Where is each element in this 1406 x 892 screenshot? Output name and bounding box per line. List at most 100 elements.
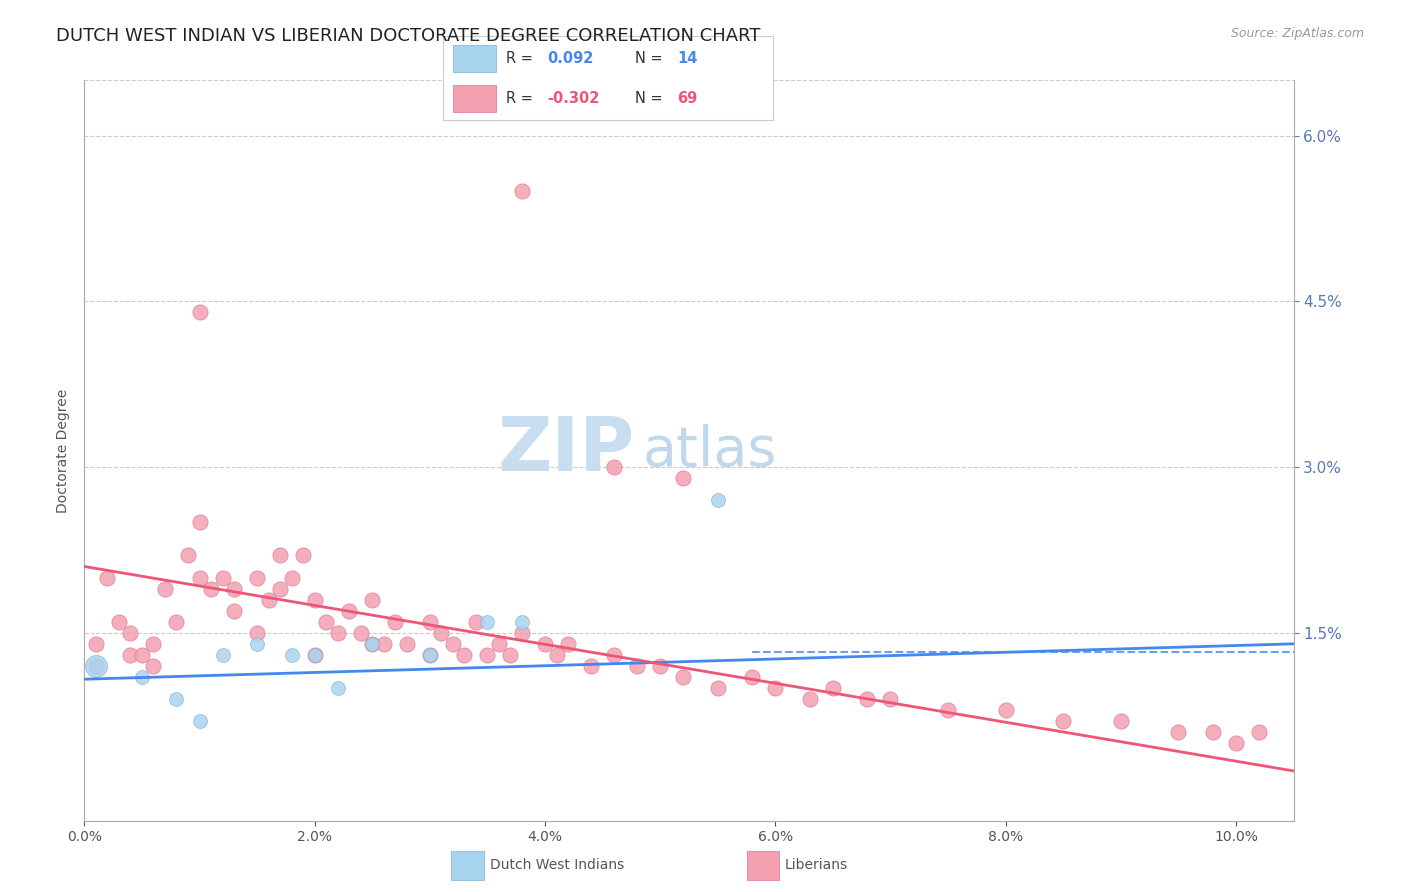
Point — [211, 648, 233, 662]
Bar — [453, 45, 496, 72]
Point — [246, 625, 269, 640]
Point — [280, 570, 302, 584]
Point — [131, 670, 153, 684]
Point — [142, 637, 165, 651]
Point — [706, 681, 728, 695]
Point — [188, 305, 211, 319]
Point — [269, 582, 291, 596]
Text: 14: 14 — [678, 51, 697, 66]
Point — [879, 692, 901, 706]
Point — [650, 659, 672, 673]
Point — [200, 582, 222, 596]
Point — [96, 570, 118, 584]
Point — [557, 637, 579, 651]
Point — [361, 592, 384, 607]
Point — [626, 659, 648, 673]
Text: 0.092: 0.092 — [547, 51, 593, 66]
Point — [546, 648, 568, 662]
Point — [799, 692, 821, 706]
Text: Liberians: Liberians — [785, 858, 848, 872]
Point — [603, 460, 626, 475]
Point — [1225, 736, 1247, 750]
Bar — [747, 851, 779, 880]
Point — [534, 637, 557, 651]
Point — [337, 604, 360, 618]
Point — [350, 625, 373, 640]
Point — [257, 592, 280, 607]
Point — [1202, 725, 1225, 739]
Point — [384, 615, 406, 629]
Text: -0.302: -0.302 — [547, 91, 599, 106]
Point — [142, 659, 165, 673]
Point — [706, 493, 728, 508]
Point — [477, 615, 499, 629]
Point — [419, 648, 441, 662]
Point — [1109, 714, 1132, 729]
Point — [292, 549, 315, 563]
Text: Source: ZipAtlas.com: Source: ZipAtlas.com — [1230, 27, 1364, 40]
Point — [153, 582, 176, 596]
Text: N =: N = — [634, 91, 666, 106]
Text: R =: R = — [506, 91, 537, 106]
Point — [315, 615, 337, 629]
Point — [477, 648, 499, 662]
Point — [763, 681, 786, 695]
Point — [441, 637, 464, 651]
Point — [373, 637, 395, 651]
Point — [499, 648, 522, 662]
Bar — [453, 85, 496, 112]
Point — [510, 625, 533, 640]
Point — [1167, 725, 1189, 739]
Point — [304, 648, 326, 662]
Point — [84, 637, 107, 651]
Point — [510, 184, 533, 198]
Point — [222, 604, 245, 618]
Point — [177, 549, 200, 563]
Point — [856, 692, 879, 706]
Point — [510, 615, 533, 629]
Point — [304, 592, 326, 607]
Point — [672, 670, 695, 684]
Point — [395, 637, 418, 651]
Point — [269, 549, 291, 563]
Point — [120, 625, 142, 640]
Point — [419, 615, 441, 629]
Point — [361, 637, 384, 651]
Text: R =: R = — [506, 51, 537, 66]
Point — [326, 681, 349, 695]
Point — [419, 648, 441, 662]
Y-axis label: Doctorate Degree: Doctorate Degree — [56, 388, 70, 513]
Point — [488, 637, 510, 651]
Point — [326, 625, 349, 640]
Point — [672, 471, 695, 485]
Point — [280, 648, 302, 662]
Point — [211, 570, 233, 584]
Point — [188, 714, 211, 729]
Point — [361, 637, 384, 651]
Point — [430, 625, 453, 640]
Point — [821, 681, 844, 695]
Point — [84, 659, 107, 673]
Point — [453, 648, 475, 662]
Bar — [451, 851, 484, 880]
Text: DUTCH WEST INDIAN VS LIBERIAN DOCTORATE DEGREE CORRELATION CHART: DUTCH WEST INDIAN VS LIBERIAN DOCTORATE … — [56, 27, 761, 45]
Point — [246, 637, 269, 651]
Point — [1052, 714, 1074, 729]
Text: atlas: atlas — [643, 424, 778, 477]
Point — [246, 570, 269, 584]
Point — [579, 659, 602, 673]
Point — [222, 582, 245, 596]
Point — [131, 648, 153, 662]
Point — [464, 615, 486, 629]
Text: N =: N = — [634, 51, 666, 66]
Point — [188, 570, 211, 584]
Point — [84, 659, 107, 673]
Point — [936, 703, 959, 717]
Point — [994, 703, 1017, 717]
Point — [741, 670, 763, 684]
Point — [1247, 725, 1270, 739]
Point — [166, 615, 188, 629]
Point — [166, 692, 188, 706]
Text: 69: 69 — [678, 91, 697, 106]
Point — [188, 516, 211, 530]
